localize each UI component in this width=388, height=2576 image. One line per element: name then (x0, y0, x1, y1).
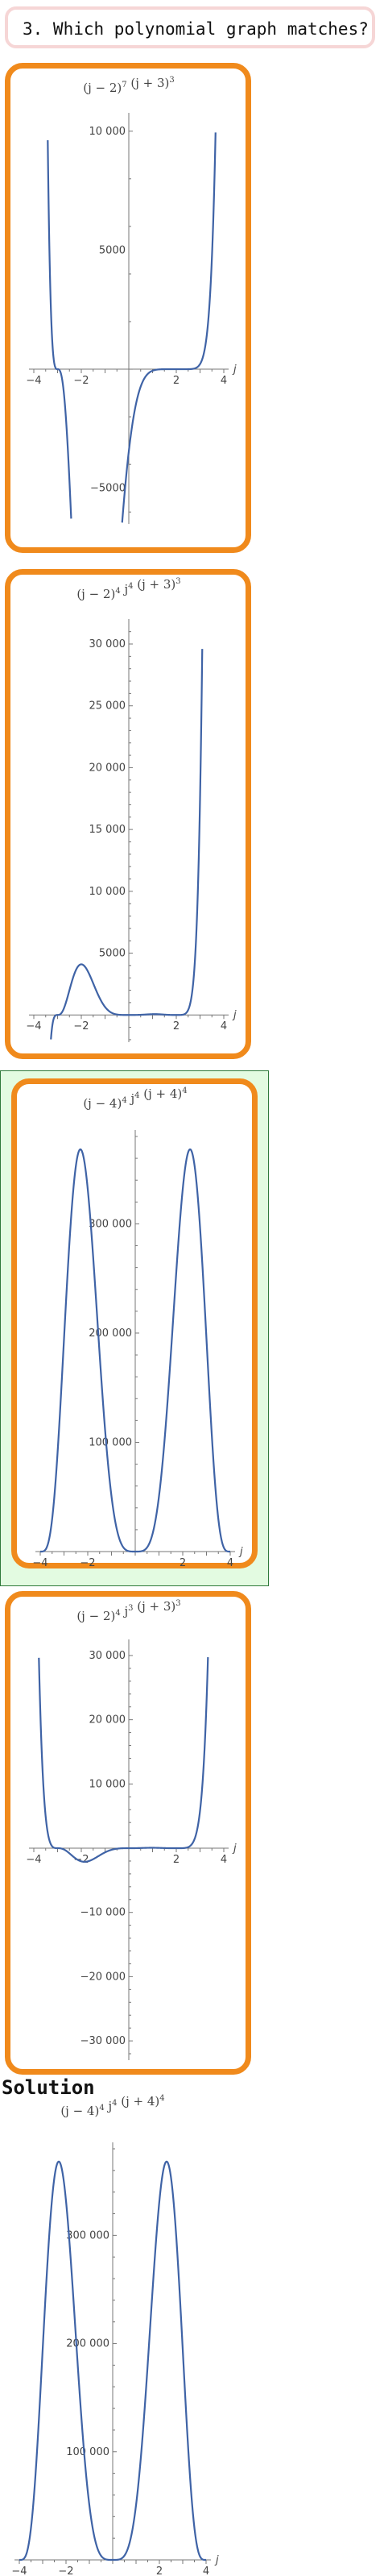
x-tick-label: −4 (11, 2566, 27, 2576)
chart-title: (j − 4)4 j4 (j + 4)4 (83, 1086, 187, 1111)
series-line (47, 132, 215, 522)
chart-title: (j − 2)4 j3 (j + 3)3 (76, 1599, 180, 1623)
x-tick-label: −2 (58, 2566, 73, 2576)
y-tick-label: 10 000 (89, 126, 126, 138)
x-axis-label: j (214, 2554, 219, 2566)
x-tick-label: 4 (221, 1020, 227, 1032)
y-tick-label: 200 000 (89, 1327, 132, 1340)
y-tick-label: −5000 (90, 483, 126, 495)
series-line (39, 1657, 208, 1862)
x-tick-label: 2 (173, 1854, 180, 1866)
x-axis-label: j (238, 1546, 243, 1558)
chart-option-1: (j − 2)7 (j + 3)3 j −4 −2 2 4 −5000 5000 10 000 (16, 73, 241, 548)
y-tick-label: −30 000 (80, 2035, 126, 2047)
x-tick-label: −4 (26, 375, 41, 387)
x-tick-label: 4 (203, 2566, 209, 2576)
x-tick-label: 4 (221, 375, 227, 387)
y-tick-label: 100 000 (66, 2446, 109, 2458)
chart-title: (j − 2)4 j4 (j + 3)3 (76, 577, 180, 601)
y-tick-label: 30 000 (89, 1650, 126, 1662)
y-tick-label: 10 000 (89, 1778, 126, 1790)
x-tick-label: 2 (180, 1557, 186, 1569)
y-tick-label: 5000 (99, 948, 126, 960)
chart-option-2: (j − 2)4 j4 (j + 3)3 j −4 −2 2 4 5000 10 000 15 … (16, 579, 241, 1054)
x-axis-label: j (232, 1843, 237, 1855)
x-tick-label: 4 (221, 1854, 227, 1866)
y-tick-label: 300 000 (66, 2229, 109, 2242)
x-tick-label: 4 (227, 1557, 233, 1569)
x-tick-label: −2 (73, 1020, 89, 1032)
y-tick-label: 300 000 (89, 1218, 132, 1230)
y-tick-label: 5000 (99, 244, 126, 256)
y-tick-label: 25 000 (89, 700, 126, 713)
series-line (51, 649, 202, 1039)
x-axis-label: j (232, 364, 237, 376)
question-box: 3. Which polynomial graph matches? (5, 6, 375, 48)
y-tick-label: 100 000 (89, 1436, 132, 1448)
x-tick-label: 2 (173, 375, 180, 387)
chart-option-4: (j − 2)4 j3 (j + 3)3 j −4 −2 2 4 −30 000 −20 00… (16, 1601, 241, 2068)
y-tick-label: 20 000 (89, 1714, 126, 1726)
y-tick-label: −10 000 (80, 1907, 126, 1919)
x-tick-label: −2 (80, 1557, 95, 1569)
x-tick-label: −2 (73, 1854, 89, 1866)
y-tick-label: 200 000 (66, 2338, 109, 2350)
x-tick-label: 2 (156, 2566, 163, 2576)
x-axis-label: j (232, 1009, 237, 1021)
solution-heading: Solution (2, 2076, 95, 2099)
y-tick-label: 15 000 (89, 824, 126, 836)
y-tick-label: 20 000 (89, 762, 126, 774)
y-tick-label: 10 000 (89, 886, 126, 898)
question-text: 3. Which polynomial graph matches? (23, 19, 369, 39)
y-tick-label: −20 000 (80, 1971, 126, 1983)
x-tick-label: −2 (73, 375, 89, 387)
x-tick-label: 2 (173, 1020, 180, 1032)
y-tick-label: 30 000 (89, 638, 126, 650)
chart-title: (j − 2)7 (j + 3)3 (83, 76, 175, 95)
x-tick-label: −4 (26, 1020, 41, 1032)
x-tick-label: −4 (26, 1854, 41, 1866)
x-tick-label: −4 (32, 1557, 47, 1569)
